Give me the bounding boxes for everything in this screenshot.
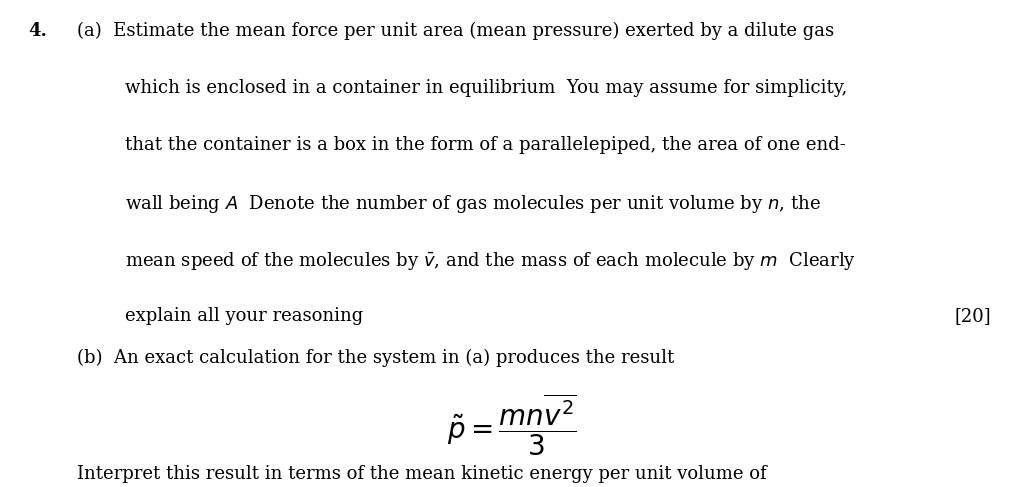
- Text: that the container is a box in the form of a parallelepiped, the area of one end: that the container is a box in the form …: [125, 136, 846, 154]
- Text: (a)  Estimate the mean force per unit area (mean pressure) exerted by a dilute g: (a) Estimate the mean force per unit are…: [77, 22, 834, 40]
- Text: [20]: [20]: [954, 307, 991, 325]
- Text: which is enclosed in a container in equilibrium  You may assume for simplicity,: which is enclosed in a container in equi…: [125, 79, 847, 97]
- Text: 4.: 4.: [29, 22, 47, 40]
- Text: explain all your reasoning: explain all your reasoning: [125, 307, 364, 325]
- Text: $\tilde{p} = \dfrac{mn\overline{v^2}}{3}$: $\tilde{p} = \dfrac{mn\overline{v^2}}{3}…: [447, 392, 577, 458]
- Text: Interpret this result in terms of the mean kinetic energy per unit volume of: Interpret this result in terms of the me…: [77, 465, 766, 483]
- Text: wall being $A$  Denote the number of gas molecules per unit volume by $n$, the: wall being $A$ Denote the number of gas …: [125, 193, 820, 215]
- Text: mean speed of the molecules by $\bar{v}$, and the mass of each molecule by $m$  : mean speed of the molecules by $\bar{v}$…: [125, 250, 856, 272]
- Text: (b)  An exact calculation for the system in (a) produces the result: (b) An exact calculation for the system …: [77, 349, 674, 367]
